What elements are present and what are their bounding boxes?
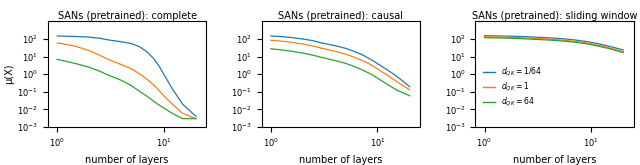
Title: SANs (pretrained): complete: SANs (pretrained): complete (58, 11, 196, 21)
X-axis label: number of layers: number of layers (299, 155, 383, 165)
Y-axis label: μ(X): μ(X) (4, 64, 15, 84)
X-axis label: number of layers: number of layers (513, 155, 596, 165)
X-axis label: number of layers: number of layers (86, 155, 169, 165)
Title: SANs (pretrained): sliding window: SANs (pretrained): sliding window (472, 11, 637, 21)
Legend: $d_{QK} = 1/64$, $d_{QK} = 1$, $d_{QK} = 64$: $d_{QK} = 1/64$, $d_{QK} = 1$, $d_{QK} =… (483, 65, 542, 109)
Title: SANs (pretrained): causal: SANs (pretrained): causal (278, 11, 403, 21)
